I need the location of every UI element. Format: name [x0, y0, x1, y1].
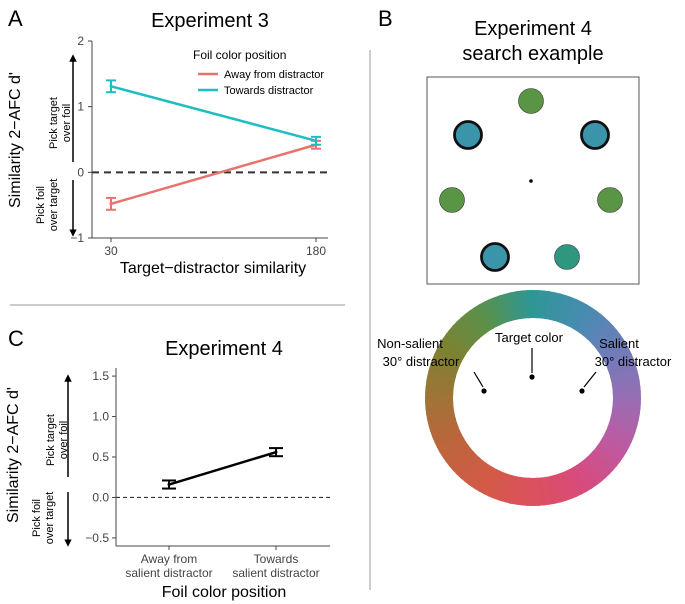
- data-point-towards: [109, 84, 113, 88]
- wheel-label-salient-1: Salient: [599, 336, 639, 351]
- chart-c-x-tick-label: Away from: [141, 552, 197, 566]
- chart-c-down-label-1: Pick foil: [31, 499, 43, 537]
- wheel-label-non-salient-1: Non-salient: [377, 336, 443, 351]
- chart-a-x-label: Target−distractor similarity: [120, 260, 306, 277]
- chart-a-y-tick-label: 2: [77, 34, 84, 48]
- wheel-pointer-salient: [583, 371, 597, 388]
- chart-c-y-tick-label: 0.0: [92, 490, 109, 504]
- data-point: [274, 450, 278, 454]
- chart-a-x-tick-label: 180: [306, 244, 326, 258]
- data-point-away: [109, 202, 113, 206]
- chart-experiment-3: Experiment 3 2 1 0 −1 30 180 Pick target ove…: [7, 10, 328, 277]
- search-item-right: [597, 187, 623, 213]
- panel-letter-a: A: [8, 6, 23, 31]
- chart-c-x-label: Foil color position: [162, 584, 287, 601]
- chart-a-up-label-1: Pick target: [48, 97, 60, 149]
- data-point-towards: [314, 139, 318, 143]
- panel-letter-c: C: [8, 326, 24, 351]
- series-line-towards: [110, 85, 317, 143]
- search-item-top: [518, 88, 544, 114]
- chart-a-y-tick-label: 0: [77, 165, 84, 179]
- wheel-label-non-salient-2: 30° distractor: [383, 354, 460, 369]
- search-example: Experiment 4 search example: [426, 18, 640, 285]
- wheel-label-salient-2: 30° distractor: [595, 354, 672, 369]
- chart-c-down-label-2: over target: [44, 492, 56, 545]
- search-item-left: [439, 187, 465, 213]
- panel-letter-b: B: [378, 6, 393, 31]
- chart-c-y-tick-label: 1.0: [92, 410, 109, 424]
- chart-c-up-label-1: Pick target: [45, 414, 57, 466]
- chart-a-title: Experiment 3: [151, 10, 269, 32]
- search-item-upper-left: [453, 120, 483, 150]
- fixation-dot: [529, 179, 533, 183]
- chart-a-y-tick-label: 1: [77, 100, 84, 114]
- wheel-dot-non-salient: [481, 388, 487, 394]
- wheel-dot-target: [529, 374, 535, 380]
- search-item-lower-right: [554, 244, 580, 270]
- chart-a-down-label-2: over target: [48, 179, 60, 232]
- series-line-mean: [168, 450, 277, 486]
- color-wheel: Non-salient 30° distractor Target color …: [377, 290, 672, 506]
- chart-c-y-label: Similarity 2−AFC d': [5, 387, 22, 523]
- wheel-label-target: Target color: [495, 330, 564, 345]
- data-point: [167, 483, 171, 487]
- chart-a-up-label-2: over foil: [61, 104, 73, 143]
- chart-c-y-tick-label: −0.5: [85, 531, 109, 545]
- legend-label-away: Away from distractor: [224, 69, 324, 81]
- chart-a-y-label: Similarity 2−AFC d': [7, 72, 24, 208]
- search-item-lower-left: [480, 242, 510, 272]
- chart-c-title: Experiment 4: [165, 338, 283, 360]
- search-title-line-2: search example: [462, 43, 603, 65]
- chart-a-x-tick-label: 30: [104, 244, 118, 258]
- chart-c-x-tick-label: salient distractor: [232, 566, 319, 580]
- legend-label-towards: Towards distractor: [224, 85, 314, 97]
- chart-c-x-tick-label: Towards: [254, 552, 299, 566]
- chart-c-x-tick-label: salient distractor: [125, 566, 212, 580]
- chart-experiment-4: Experiment 4 1.51.00.50.0−0.5 Away froms…: [5, 338, 330, 601]
- chart-a-down-label-1: Pick foil: [35, 186, 47, 224]
- search-title-line-1: Experiment 4: [474, 18, 592, 40]
- chart-c-up-label-2: over foil: [58, 421, 70, 460]
- color-wheel-ring: [425, 290, 641, 506]
- chart-c-y-tick-label: 0.5: [92, 450, 109, 464]
- search-item-upper-right: [580, 120, 610, 150]
- chart-a-y-tick-label: −1: [70, 231, 84, 245]
- wheel-dot-salient: [579, 388, 585, 394]
- series-line-away: [110, 143, 317, 206]
- chart-c-y-tick-label: 1.5: [92, 369, 109, 383]
- wheel-pointer-non-salient: [473, 371, 484, 388]
- legend-title: Foil color position: [193, 48, 286, 62]
